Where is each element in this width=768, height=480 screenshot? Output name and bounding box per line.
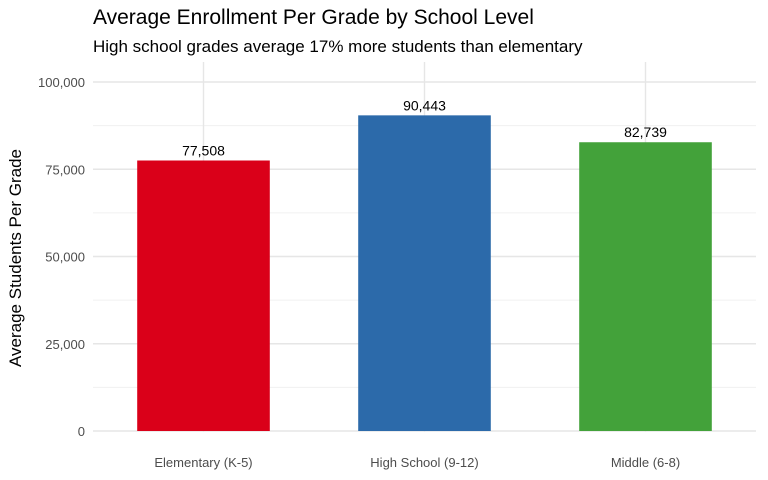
bar-0 — [137, 160, 270, 432]
data-label-1: 90,443 — [403, 97, 446, 113]
y-tick-label: 0 — [78, 424, 85, 439]
bar-2 — [579, 142, 712, 431]
x-tick-label: Middle (6-8) — [611, 455, 680, 470]
x-axis-ticks: Elementary (K-5) High School (9-12) Middle… — [154, 455, 680, 470]
y-axis-label: Average Students Per Grade — [6, 149, 25, 367]
y-tick-label: 25,000 — [45, 337, 85, 352]
x-tick-label: Elementary (K-5) — [154, 455, 252, 470]
data-label-0: 77,508 — [182, 142, 225, 158]
x-tick-label: High School (9-12) — [370, 455, 478, 470]
chart-subtitle: High school grades average 17% more stud… — [93, 37, 583, 56]
bars — [137, 115, 712, 432]
data-labels: 77,508 90,443 82,739 — [182, 97, 667, 158]
y-tick-label: 50,000 — [45, 250, 85, 265]
y-axis-ticks: 0 25,000 50,000 75,000 100,000 — [38, 75, 85, 439]
y-tick-label: 75,000 — [45, 162, 85, 177]
bar-1 — [358, 115, 491, 431]
y-tick-label: 100,000 — [38, 75, 85, 90]
chart-title: Average Enrollment Per Grade by School L… — [93, 6, 534, 29]
data-label-2: 82,739 — [624, 124, 667, 140]
